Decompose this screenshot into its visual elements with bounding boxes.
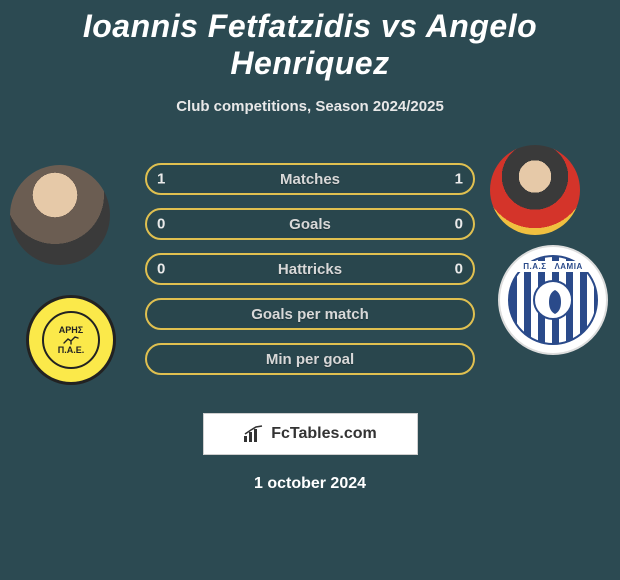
player-left-avatar [10, 165, 110, 265]
stat-label: Min per goal [266, 351, 354, 368]
stat-left-value: 1 [157, 171, 165, 188]
stat-right-value: 0 [455, 261, 463, 278]
stat-left-value: 0 [157, 261, 165, 278]
stats-list: 1 Matches 1 0 Goals 0 0 Hattricks 0 Goal… [145, 145, 475, 375]
club-left-sub: Π.Α.Ε. [58, 345, 85, 355]
stat-left-value: 0 [157, 216, 165, 233]
club-right-logo-inner: Π.Α.Σ ΛΑΜΙΑ [508, 255, 598, 345]
player-right-avatar [490, 145, 580, 235]
comparison-area: ΑΡΗΣ Π.Α.Ε. Π.Α.Σ ΛΑΜΙΑ [0, 145, 620, 405]
page-title: Ioannis Fetfatzidis vs Angelo Henriquez [0, 8, 620, 82]
stat-label: Matches [280, 171, 340, 188]
stat-row-goals: 0 Goals 0 [145, 208, 475, 240]
club-right-emblem [533, 280, 573, 320]
brand-text: FcTables.com [271, 425, 377, 443]
chart-icon [243, 425, 265, 443]
subtitle: Club competitions, Season 2024/2025 [0, 98, 620, 115]
stat-label: Hattricks [278, 261, 342, 278]
stat-label: Goals per match [251, 306, 369, 323]
club-right-org: Π.Α.Σ ΛΑΜΙΑ [514, 261, 591, 272]
brand-badge[interactable]: FcTables.com [203, 413, 418, 455]
emblem-icon [535, 282, 575, 322]
stat-row-min-per-goal: Min per goal [145, 343, 475, 375]
running-figure-icon [62, 335, 80, 345]
club-left-logo-inner: ΑΡΗΣ Π.Α.Ε. [42, 311, 101, 370]
stat-row-matches: 1 Matches 1 [145, 163, 475, 195]
stat-right-value: 1 [455, 171, 463, 188]
stat-right-value: 0 [455, 216, 463, 233]
stat-row-goals-per-match: Goals per match [145, 298, 475, 330]
club-left-logo: ΑΡΗΣ Π.Α.Ε. [26, 295, 116, 385]
club-left-abbr: ΑΡΗΣ [59, 325, 83, 335]
stat-row-hattricks: 0 Hattricks 0 [145, 253, 475, 285]
comparison-card: Ioannis Fetfatzidis vs Angelo Henriquez … [0, 0, 620, 580]
club-right-logo: Π.Α.Σ ΛΑΜΙΑ [498, 245, 608, 355]
stat-label: Goals [289, 216, 331, 233]
footer-date: 1 october 2024 [0, 475, 620, 493]
